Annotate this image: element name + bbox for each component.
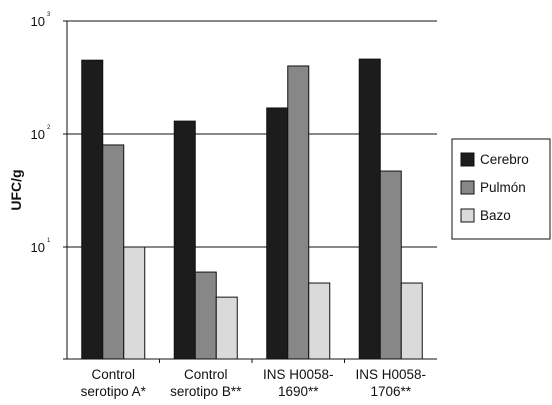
x-tick-label: 1706** bbox=[370, 384, 411, 399]
bar-bazo bbox=[308, 282, 331, 360]
x-tick-label: INS H0058- bbox=[355, 367, 426, 382]
x-tick-label: INS H0058- bbox=[263, 367, 334, 382]
legend-label: Bazo bbox=[480, 208, 511, 223]
bar-bazo bbox=[400, 282, 423, 360]
legend-label: Pulmón bbox=[480, 180, 526, 195]
legend-swatch bbox=[460, 180, 475, 195]
bar-pulmn bbox=[102, 144, 125, 360]
y-tick-label: 10 bbox=[31, 127, 45, 142]
bars bbox=[81, 58, 423, 360]
bar-bazo bbox=[215, 296, 238, 360]
x-tick-label: serotipo A* bbox=[81, 384, 147, 399]
x-tick-label: Control bbox=[91, 367, 135, 382]
y-tick-label: 10 bbox=[31, 240, 45, 255]
y-axis-label: UFC/g bbox=[8, 169, 24, 210]
legend-swatch bbox=[460, 208, 475, 223]
bar-pulmn bbox=[379, 170, 402, 360]
y-tick-label: 10 bbox=[31, 14, 45, 29]
x-tick-label: 1690** bbox=[278, 384, 319, 399]
bar-pulmn bbox=[287, 65, 310, 360]
bar-cerebro bbox=[81, 59, 104, 360]
x-tick-labels: Control serotipo A* Control serotipo B** INS… bbox=[81, 359, 426, 399]
bar-cerebro bbox=[266, 107, 289, 360]
x-tick-label: serotipo B** bbox=[170, 384, 242, 399]
legend-swatch bbox=[460, 152, 475, 167]
bar-bazo bbox=[123, 246, 146, 360]
legend: Cerebro Pulmón Bazo bbox=[451, 138, 551, 240]
legend-label: Cerebro bbox=[480, 152, 529, 167]
bar-cerebro bbox=[173, 120, 196, 360]
y-tick-exponent: 2 bbox=[47, 125, 51, 131]
bar-pulmn bbox=[194, 271, 217, 360]
x-tick-label: Control bbox=[184, 367, 228, 382]
bar-cerebro bbox=[358, 58, 381, 360]
y-tick-exponent: 1 bbox=[47, 238, 51, 244]
y-tick-exponent: 3 bbox=[47, 12, 51, 18]
